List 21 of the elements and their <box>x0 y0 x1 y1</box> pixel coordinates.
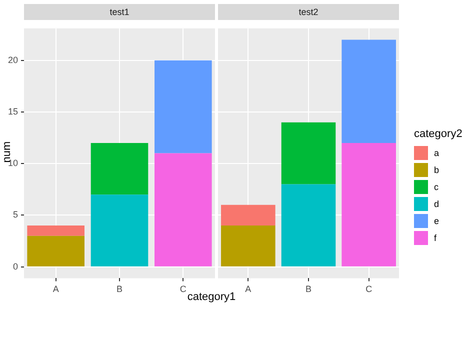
y-tick-label: 5 <box>12 210 18 220</box>
legend-label: f <box>434 232 437 242</box>
x-axis-title: category1 <box>187 291 236 304</box>
x-tick-label: C <box>366 284 373 294</box>
y-tick-label: 10 <box>8 158 18 168</box>
x-tick-label: B <box>116 284 123 294</box>
y-tick-label: 15 <box>8 106 18 116</box>
y-tick-label: 0 <box>12 261 18 272</box>
chart-title: test2 <box>218 4 399 20</box>
x-tick-label: A <box>245 284 252 294</box>
legend-label: b <box>434 164 440 174</box>
legend-label: a <box>434 148 440 158</box>
x-tick-label: C <box>180 284 187 294</box>
legend-label: d <box>434 198 440 208</box>
x-tick-label: A <box>52 284 59 294</box>
x-tick-label: B <box>305 284 312 294</box>
legend-label: e <box>434 216 440 226</box>
legend-label: c <box>434 182 438 192</box>
legend-title: category2 <box>414 128 462 140</box>
chart-title: test1 <box>24 4 215 20</box>
y-tick-label: 20 <box>8 54 18 65</box>
